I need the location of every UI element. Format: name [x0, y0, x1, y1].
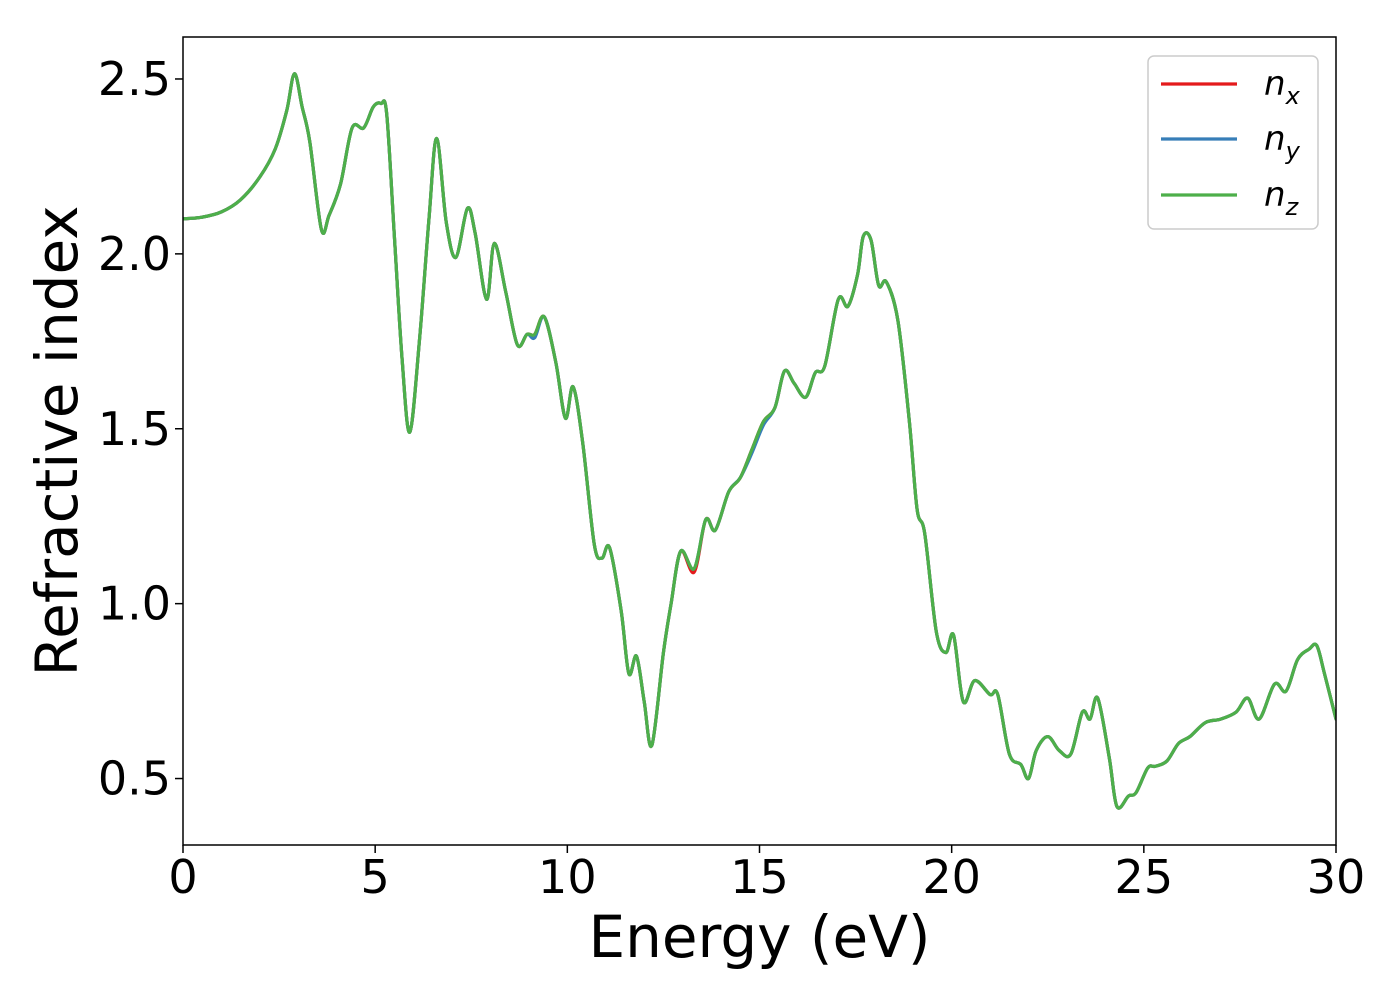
series-line-n-z	[183, 72, 1336, 810]
legend-box	[1147, 55, 1319, 230]
x-tick-label: 0	[168, 850, 197, 904]
x-tick-label: 5	[361, 850, 390, 904]
plot-area-background	[183, 37, 1336, 845]
x-axis-ticks: 0 5 10 15 20 25 30	[168, 845, 1365, 904]
x-tick-label: 20	[922, 850, 981, 904]
y-axis-ticks: 0.5 1.0 1.5 2.0 2.5	[98, 52, 183, 806]
series-lines	[183, 72, 1336, 810]
x-tick-label: 25	[1115, 850, 1174, 904]
x-tick-label: 15	[730, 850, 789, 904]
x-tick-label: 10	[538, 850, 597, 904]
legend-label-n-y: ny	[1264, 119, 1301, 165]
legend: nx ny nz	[1147, 55, 1319, 230]
y-tick-label: 2.0	[98, 227, 171, 281]
y-tick-label: 0.5	[98, 752, 171, 806]
legend-label-n-x: nx	[1264, 64, 1301, 110]
y-tick-label: 2.5	[98, 52, 171, 106]
x-tick-label: 30	[1307, 850, 1366, 904]
y-tick-label: 1.0	[98, 577, 171, 631]
y-tick-label: 1.5	[98, 402, 171, 456]
x-axis-label: Energy (eV)	[588, 903, 930, 971]
legend-label-n-z: nz	[1264, 175, 1300, 221]
plot-frame	[182, 36, 1337, 846]
y-axis-label: Refractive index	[23, 205, 91, 676]
